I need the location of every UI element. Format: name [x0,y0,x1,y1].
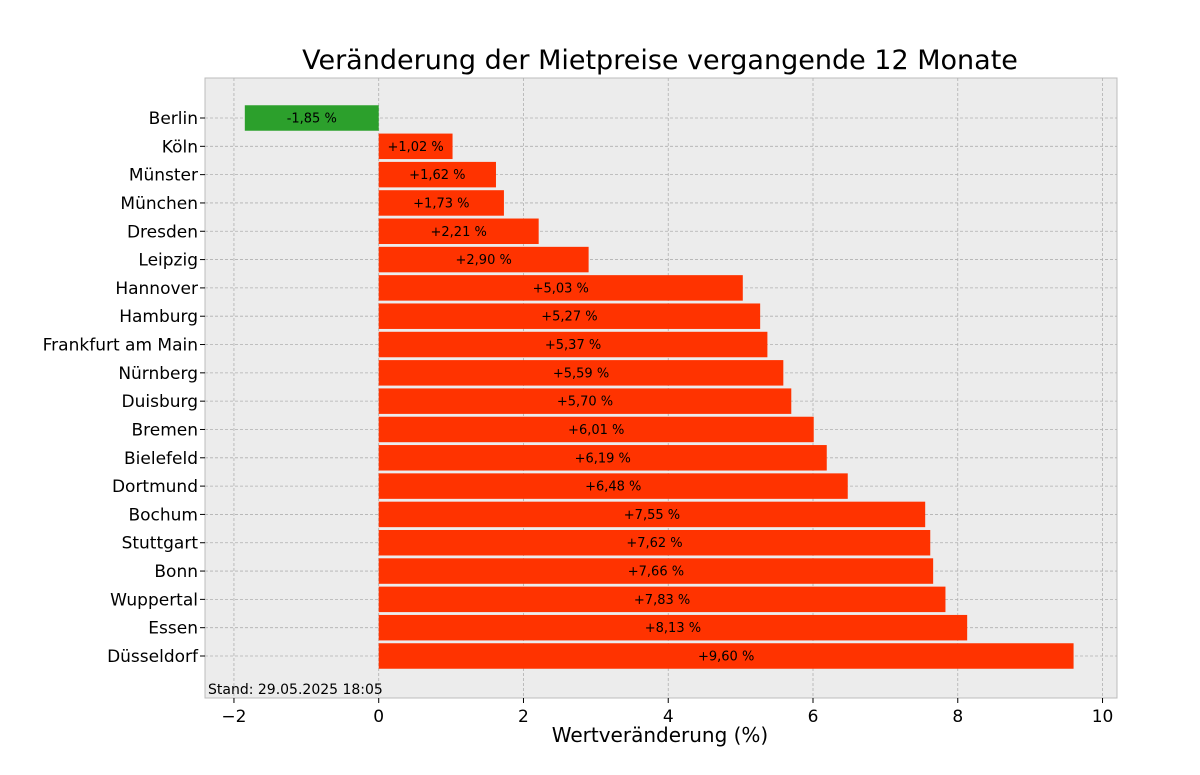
x-axis-label: Wertveränderung (%) [552,723,769,747]
bar-value-label: +1,62 % [409,168,465,183]
y-tick-label: Duisburg [122,392,199,412]
bar-value-label: +5,27 % [541,310,597,325]
bar-value-label: +5,37 % [545,338,601,353]
bar-value-label: +6,01 % [568,423,624,438]
bar [378,529,931,556]
y-tick-label: Wuppertal [110,590,198,610]
y-tick-label: Köln [162,137,198,157]
y-axis-ticks: Berlin Köln Münster München Dresden Leipzig Ha… [43,109,205,667]
bar-value-label: +2,90 % [456,253,512,268]
bar [378,501,926,528]
x-tick-label: 10 [1092,707,1114,727]
y-tick-label: Essen [148,619,198,639]
bar [378,275,743,301]
bar [244,105,379,131]
bar-value-label: +5,59 % [553,366,609,381]
x-tick-label: −2 [221,707,246,727]
bar [378,643,1074,669]
x-tick-label: 0 [373,707,384,727]
y-tick-label: Dortmund [112,477,198,497]
y-tick-label: Stuttgart [122,534,199,554]
bar [378,133,453,160]
bar-value-label: +9,60 % [698,650,754,665]
y-tick-label: Hamburg [119,307,198,327]
bar [378,473,848,499]
bar-value-label: +6,48 % [585,480,641,495]
bar-value-label: +7,83 % [634,593,690,608]
y-tick-label: Bielefeld [124,449,198,469]
x-tick-label: 2 [518,707,529,727]
y-tick-label: Hannover [115,279,198,299]
timestamp-footnote: Stand: 29.05.2025 18:05 [208,682,383,698]
x-tick-label: 6 [808,707,819,727]
bar [378,218,539,245]
bar-value-label: +5,03 % [533,281,589,296]
bar-value-label: -1,85 % [287,112,337,127]
bar-value-label: +7,55 % [624,508,680,523]
bar [378,190,504,216]
y-tick-label: Berlin [149,109,198,129]
bar [378,331,768,358]
bar [378,614,968,641]
bar-value-label: +2,21 % [431,225,487,240]
x-axis-ticks: −2 0 2 4 6 8 10 [221,698,1113,727]
y-tick-label: Nürnberg [118,364,198,384]
chart-title: Veränderung der Mietpreise vergangende 1… [302,45,1018,76]
bar-value-label: +5,70 % [557,395,613,410]
bar [378,445,827,471]
bars [244,105,1074,669]
bar-value-label: +8,13 % [645,621,701,636]
bar [378,246,589,273]
y-tick-label: München [120,194,198,214]
bar-value-label: +1,73 % [413,196,469,211]
bar [378,161,496,188]
bar-value-label: +1,02 % [387,140,443,155]
y-tick-label: Bremen [131,420,198,440]
y-tick-label: Frankfurt am Main [43,336,198,356]
bar-value-label: +6,19 % [575,451,631,466]
bar [378,360,784,386]
bar [378,303,761,329]
y-tick-label: Bonn [154,562,198,582]
y-tick-label: Münster [129,166,198,186]
bar-value-label: +7,66 % [628,565,684,580]
y-tick-label: Dresden [127,222,198,242]
bar [378,388,792,414]
x-tick-label: 8 [952,707,963,727]
bar-value-label: +7,62 % [626,536,682,551]
bar-labels: -1,85 % +1,02 % +1,62 % +1,73 % +2,21 % +2,90… [287,112,755,665]
y-tick-label: Bochum [128,505,198,525]
y-tick-label: Düsseldorf [107,647,199,667]
bar [378,416,814,443]
bar [378,586,946,613]
y-tick-label: Leipzig [138,251,198,271]
bar [378,558,934,584]
x-tick-label: 4 [663,707,674,727]
